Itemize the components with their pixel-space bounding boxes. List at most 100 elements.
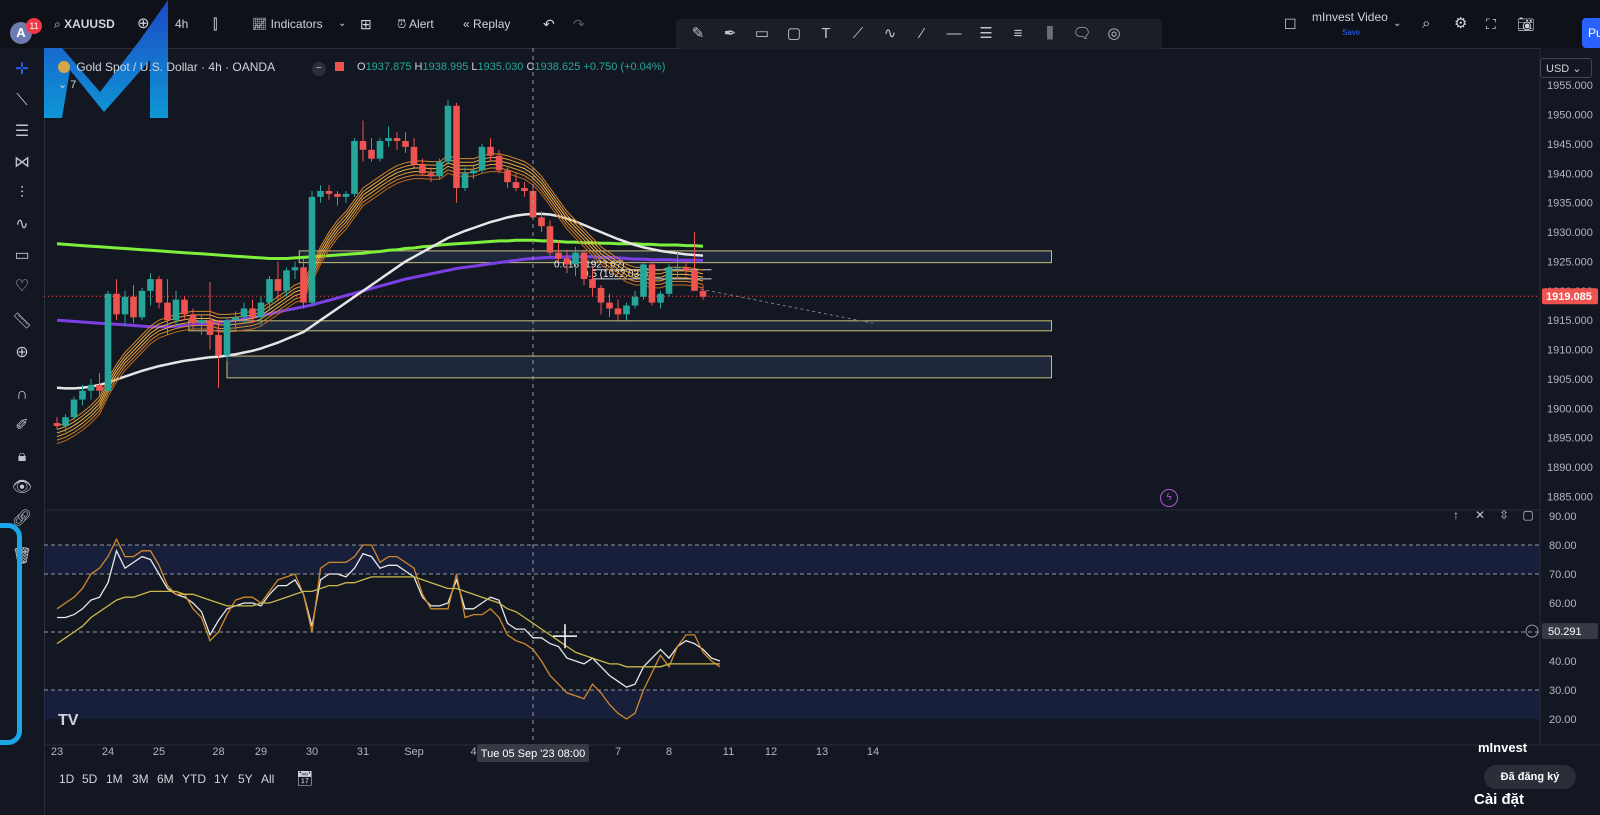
candle-body [283, 270, 290, 291]
range-ytd[interactable]: YTD [182, 772, 206, 786]
trend-line-icon[interactable]: ⟋ [852, 25, 864, 42]
range-1d[interactable]: 1D [59, 772, 75, 786]
templates-grid-icon[interactable]: ⊞ [360, 16, 372, 32]
left-drawing-toolbar: ✛ ⟍ ☰ ⋈ ⫶ ∿ ▭ ♡ 📏︎ ⊕ ∩ ✐ 🔒︎ 👁︎ 🔗︎ 🗑︎ [0, 48, 45, 815]
pen-icon[interactable]: ✒ [723, 25, 737, 42]
fib-retracement-icon[interactable]: ≡ [1013, 25, 1023, 42]
candle-body [419, 164, 426, 174]
candle-body [138, 290, 146, 318]
bars-pattern-icon[interactable]: ⫼ [1046, 25, 1054, 42]
candle-type-icon[interactable]: ⫿ [213, 16, 218, 32]
currency-selector[interactable]: USD ⌄ [1540, 58, 1592, 78]
collapsed-indicators[interactable]: ⌄ 7 [58, 76, 76, 94]
rsi-series-rsi_fast [56, 537, 721, 720]
notification-badge: 11 [26, 18, 42, 34]
add-symbol-icon[interactable]: ⊕ [137, 15, 150, 32]
chevron-down-icon[interactable]: ⌄ [338, 18, 347, 29]
trash-icon[interactable]: 🗑︎ [11, 548, 33, 565]
heart-icon[interactable]: ♡ [14, 278, 30, 295]
range-bar: 1D 5D 1M 3M 6M YTD 1Y 5Y All 📅︎ [44, 767, 1600, 791]
range-5y[interactable]: 5Y [238, 772, 253, 786]
settings-label[interactable]: Cài đặt [1474, 791, 1525, 808]
pattern-tool-icon[interactable]: ⋈ [14, 154, 30, 171]
text-tool-left-icon[interactable]: ▭ [14, 247, 30, 264]
candle-body [674, 267, 681, 269]
visibility-target-icon[interactable]: ◎ [1107, 25, 1121, 42]
parallel-channel-icon[interactable]: ☰ [979, 25, 993, 42]
range-1y[interactable]: 1Y [214, 772, 229, 786]
text-tool-icon[interactable]: T [821, 25, 831, 42]
time-tick-label: 30 [306, 746, 318, 758]
range-3m[interactable]: 3M [132, 772, 149, 786]
horizontal-line-icon[interactable]: — [946, 25, 962, 42]
forecast-tool-icon[interactable]: ⫶ [19, 185, 24, 202]
fib-tool-icon[interactable]: ☰ [14, 123, 30, 140]
candle-body [461, 173, 469, 189]
interval-button[interactable]: 4h [175, 17, 189, 31]
date-range-calendar-icon[interactable]: 📅︎ [296, 770, 314, 786]
lightning-icon[interactable]: ϟ [1160, 489, 1178, 507]
price-tick-label: 1955.000 [1547, 80, 1593, 92]
close-pane-icon[interactable]: ✕ [1474, 508, 1486, 522]
undo-icon[interactable]: ↶ [543, 16, 555, 32]
high-value: 1938.995 [422, 61, 469, 73]
layout-chevron-icon[interactable]: ⌄ [1393, 18, 1402, 29]
symbol-search-button[interactable]: ⌕ XAUUSD [54, 14, 115, 34]
callout-icon[interactable]: ▭ [754, 25, 770, 42]
move-pane-up-icon[interactable]: ↑ [1453, 508, 1459, 522]
candle-body [631, 296, 639, 306]
range-all[interactable]: All [261, 772, 275, 786]
replay-button[interactable]: « Replay [463, 14, 510, 34]
candle-body [410, 146, 418, 165]
trend-line-tool-icon[interactable]: ⟍ [16, 92, 28, 109]
subscribed-button[interactable]: Đã đăng ký [1484, 765, 1576, 789]
lock-icon[interactable]: 🔒︎ [17, 448, 27, 465]
ema-ribbon-line [56, 167, 704, 441]
layout-checkbox-icon[interactable]: ☐ [1284, 16, 1297, 32]
last-price-tag [1542, 288, 1598, 305]
comment-icon[interactable]: 🗨︎ [1072, 25, 1092, 42]
brush-tool-icon[interactable]: ∿ [15, 216, 29, 233]
candle-body [359, 141, 367, 150]
publish-button[interactable]: Pu [1582, 18, 1600, 48]
redo-icon[interactable]: ↷ [573, 16, 585, 32]
path-icon[interactable]: ∿ [883, 25, 897, 42]
price-axis-bg [1540, 48, 1600, 788]
range-6m[interactable]: 6M [157, 772, 174, 786]
crosshair-icon[interactable]: ✛ [15, 61, 29, 78]
range-5d[interactable]: 5D [82, 772, 98, 786]
hide-legend-icon[interactable]: − [311, 62, 326, 76]
rsi-value-tag [1542, 623, 1598, 640]
ray-icon[interactable]: ⁄ [920, 25, 924, 42]
alert-button[interactable]: ⏰︎ Alert [397, 14, 434, 34]
zoom-in-icon[interactable]: ⊕ [15, 344, 29, 361]
rectangle-icon[interactable]: ▢ [786, 25, 802, 42]
candle-body [53, 423, 61, 426]
magnet-icon[interactable]: ∩ [16, 386, 28, 403]
gold-coin-icon [58, 61, 70, 73]
price-tick-label: 1890.000 [1547, 462, 1593, 474]
quick-search-icon[interactable]: ⌕ [1422, 15, 1431, 32]
camera-icon[interactable]: 📷︎ [1517, 16, 1535, 32]
symbol-legend[interactable]: Gold Spot / U.S. Dollar · 4h · OANDA − [58, 58, 345, 76]
candle-body [393, 138, 401, 142]
ruler-icon[interactable]: 📏︎ [11, 313, 33, 330]
brush-icon[interactable]: ✎ [691, 25, 705, 42]
link-icon[interactable]: 🔗︎ [11, 510, 33, 527]
price-tick-label: 1930.000 [1547, 227, 1593, 239]
candle-body [563, 258, 571, 265]
settings-gear-icon[interactable]: ⚙ [1454, 15, 1468, 32]
layout-name-button[interactable]: mInvest Video Save [1312, 10, 1388, 37]
eye-icon[interactable]: 👁︎ [11, 479, 33, 496]
maximize-pane-icon[interactable]: ▢ [1522, 508, 1534, 522]
indicators-icon: 📈︎ [252, 17, 268, 31]
indicators-button[interactable]: 📈︎ Indicators [252, 14, 323, 34]
candle-body [113, 293, 120, 315]
lock-pencil-icon[interactable]: ✐ [15, 417, 29, 434]
range-1m[interactable]: 1M [106, 772, 123, 786]
channel-logo [44, 0, 168, 118]
fullscreen-icon[interactable]: ⛶ [1486, 16, 1496, 32]
rsi-tick-label: 30.00 [1549, 685, 1577, 697]
collapse-pane-icon[interactable]: ⇳ [1498, 508, 1510, 522]
